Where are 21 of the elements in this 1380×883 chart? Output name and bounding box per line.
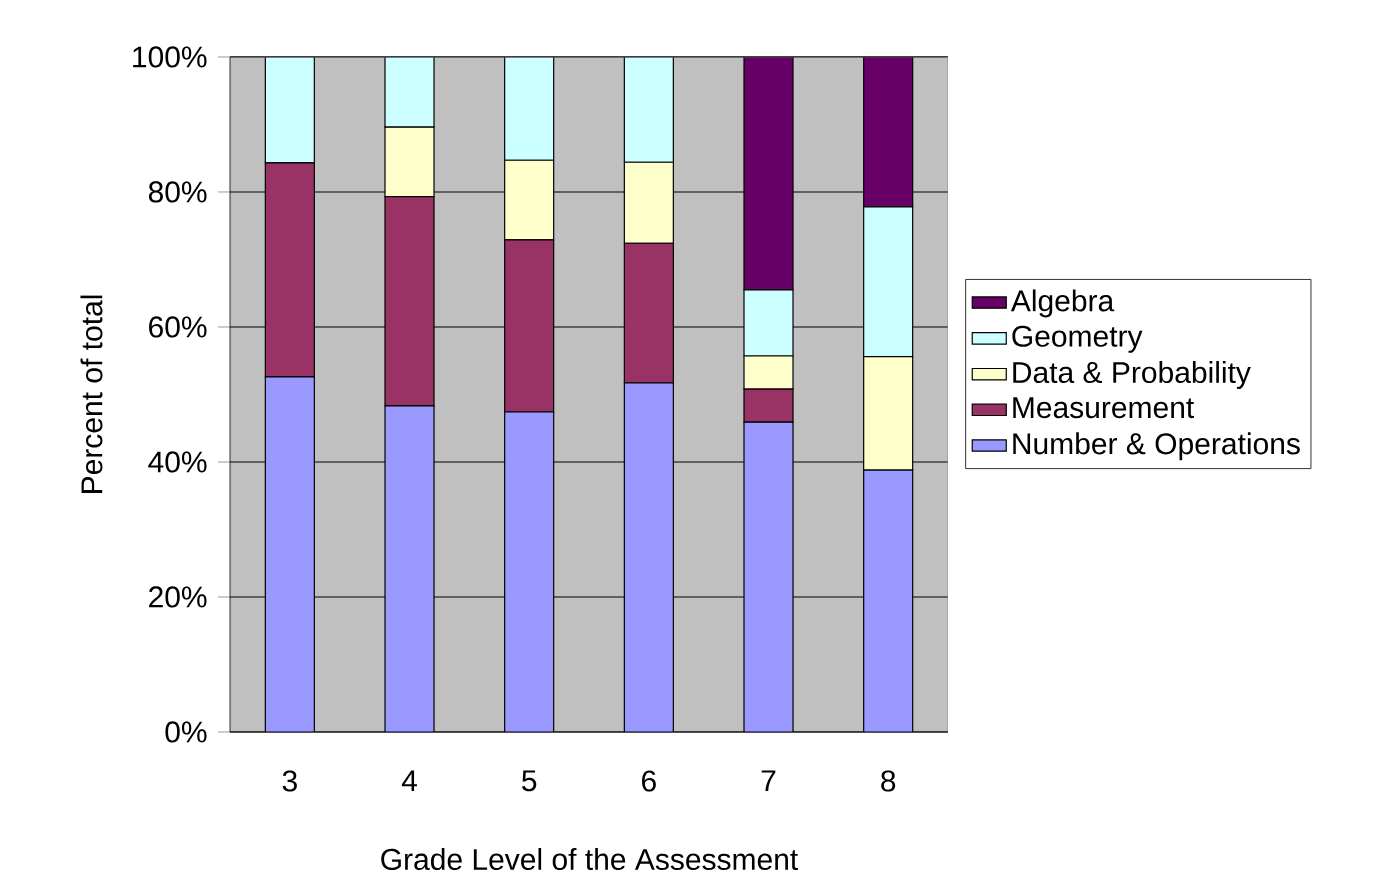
legend-label: Geometry [1012,325,1143,353]
legend-label: Number & Operations [1013,432,1300,461]
y-tick-label: 80% [148,181,207,203]
bar [743,56,794,291]
x-axis-title: Grade Level of the Assessment [381,848,799,871]
y-axis-title: Percent of total [80,295,103,493]
y-tick-label: 20% [149,586,207,608]
x-tick-label: 3 [282,770,297,792]
x-tick-label: 8 [881,770,896,792]
legend-label: Data & Probability [1013,361,1251,390]
legend-label: Algebra [1010,289,1115,318]
y-tick-label: 40% [148,451,207,473]
y-tick-label: 60% [149,316,207,338]
legend-label: Measurement [1013,397,1195,419]
y-tick-label: 100% [133,46,207,68]
x-tick-label: 5 [522,770,537,792]
x-tick-label: 4 [401,770,417,792]
bar [863,56,914,208]
x-tick-label: 6 [642,770,656,792]
x-tick-label: 7 [761,770,776,792]
y-tick-label: 0% [165,721,207,743]
